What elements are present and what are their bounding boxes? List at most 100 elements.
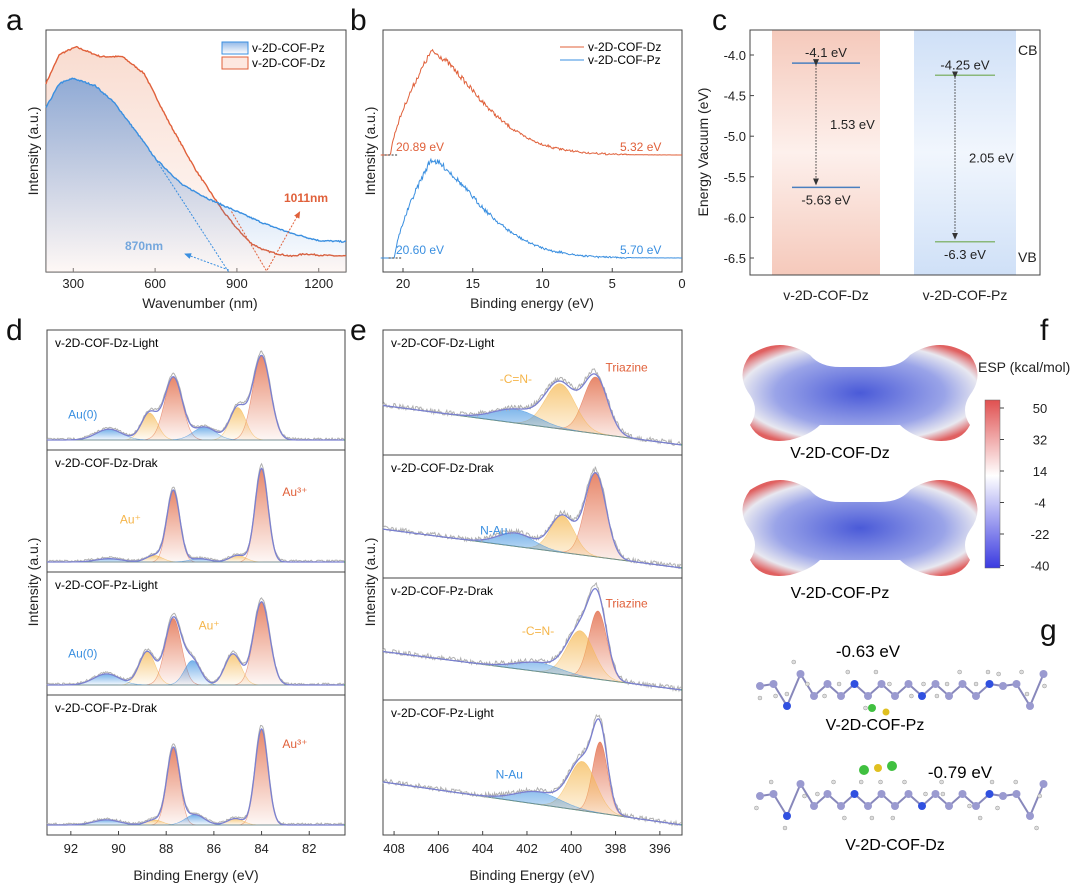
- gold-atom: [882, 708, 890, 716]
- raw-data: [46, 350, 345, 441]
- fit-envelope: [47, 354, 344, 441]
- x-tick-label: 88: [159, 841, 173, 856]
- panel-label-c: c: [712, 4, 727, 37]
- panel-b-xlabel: Binding energy (eV): [470, 295, 594, 311]
- spectrum-v-2D-COF-Dz: [380, 48, 682, 156]
- bond: [1029, 783, 1045, 817]
- atom: [783, 812, 791, 820]
- bond: [1015, 793, 1031, 817]
- atom: [931, 680, 940, 688]
- atom: [985, 790, 994, 798]
- atom: [1012, 790, 1021, 798]
- atom: [931, 790, 940, 798]
- gap-value: 1.53 eV: [830, 117, 875, 132]
- raw-data: [382, 713, 682, 827]
- hydrogen: [890, 815, 896, 821]
- hydrogen: [1024, 691, 1030, 697]
- panel-e-chart: Binding Energy (eV) Intensity (a.u.) 408…: [362, 329, 683, 883]
- panel-label-a: a: [6, 4, 23, 37]
- fit-envelope: [382, 472, 682, 569]
- fit-peak-red: [47, 490, 344, 563]
- atom: [999, 682, 1007, 690]
- cb-label: CB: [1018, 42, 1037, 58]
- hydrogen: [768, 779, 774, 785]
- atom: [1039, 670, 1048, 678]
- x-tick-label: 5: [609, 276, 616, 291]
- subplot-title: v-2D-COF-Pz-Light: [391, 706, 494, 720]
- subplot-title: v-2D-COF-Dz-Light: [391, 336, 495, 350]
- x-tick-label: 84: [254, 841, 268, 856]
- atom: [756, 682, 764, 690]
- atom: [945, 692, 953, 700]
- panel-label-g: g: [1040, 614, 1057, 647]
- hydrogen: [996, 671, 1001, 677]
- arrow-870: [184, 253, 229, 271]
- molecule-label-dz: V-2D-COF-Dz: [790, 445, 890, 462]
- subplot-title: v-2D-COF-Dz-Light: [55, 336, 159, 350]
- structure-label-pz: V-2D-COF-Pz: [826, 717, 925, 734]
- peak-label: -C=N-: [500, 372, 532, 386]
- legend-swatch-pz: [221, 41, 249, 55]
- atom: [850, 790, 859, 798]
- legend-label-pz: v-2D-COF-Pz: [588, 53, 661, 67]
- hydrogen: [815, 791, 820, 797]
- atom: [837, 692, 845, 700]
- dz-onset-label: 20.89 eV: [396, 140, 444, 154]
- annotation-1011nm: 1011nm: [284, 191, 328, 205]
- y-tick-label: -6.0: [724, 210, 746, 225]
- peak-label: Au³⁺: [282, 737, 307, 751]
- gap-value: 2.05 eV: [969, 151, 1014, 166]
- hydrogen: [805, 681, 810, 687]
- chlorine-atom: [887, 761, 897, 771]
- x-tick-label: 86: [207, 841, 221, 856]
- colorbar-title: ESP (kcal/mol): [978, 359, 1070, 375]
- hydrogen: [940, 791, 946, 797]
- y-tick-label: -5.5: [724, 170, 746, 185]
- hydrogen: [1034, 825, 1039, 831]
- panel-d-xlabel: Binding Energy (eV): [133, 867, 258, 883]
- peak-label: Triazine: [606, 597, 649, 611]
- fit-peak-orange: [382, 383, 682, 446]
- chlorine-atom: [859, 765, 869, 775]
- molecule-label-pz: V-2D-COF-Pz: [791, 585, 890, 602]
- x-tick-label: 398: [605, 841, 627, 856]
- atom: [877, 790, 886, 798]
- atom: [796, 780, 805, 788]
- atom: [769, 680, 778, 688]
- atom: [837, 802, 845, 810]
- category-pz: v-2D-COF-Pz: [923, 287, 1008, 303]
- atom: [985, 680, 994, 688]
- hydrogen: [863, 705, 868, 711]
- vb-value: -5.63 eV: [801, 192, 850, 207]
- peak-label: N-Au: [480, 524, 507, 538]
- colorbar-tick-label: 32: [1033, 433, 1047, 448]
- y-tick-label: -5.0: [724, 129, 746, 144]
- x-tick-label: 396: [649, 841, 671, 856]
- x-tick-label: 404: [472, 841, 494, 856]
- atom: [918, 692, 926, 700]
- colorbar-tick-label: -4: [1034, 496, 1046, 511]
- panel-label-f: f: [1040, 314, 1049, 347]
- hydrogen: [985, 669, 991, 675]
- colorbar: [984, 399, 1001, 569]
- y-tick-label: -4.5: [724, 89, 746, 104]
- hydrogen: [873, 669, 879, 675]
- tangent-dz: [231, 211, 268, 273]
- atom: [1012, 680, 1021, 688]
- atom: [783, 702, 791, 710]
- x-tick-label: 15: [466, 276, 480, 291]
- fit-envelope: [47, 600, 344, 686]
- energy-dz: -0.79 eV: [928, 763, 993, 782]
- panel-a-chart: Wavenumber (nm) Intensity (a.u.) v-2D-CO…: [25, 29, 347, 311]
- fit-peak-red: [382, 610, 682, 691]
- panel-d-ylabel: Intensity (a.u.): [25, 538, 41, 627]
- x-tick-label: 10: [535, 276, 549, 291]
- hydrogen: [977, 815, 983, 821]
- panel-label-b: b: [350, 4, 367, 37]
- peak-label: Au(0): [68, 646, 97, 660]
- esp-molecule-dz: [742, 345, 978, 441]
- vb-label: VB: [1018, 249, 1037, 265]
- hydrogen: [1042, 683, 1047, 689]
- hydrogen: [902, 779, 907, 785]
- arrow-1011: [266, 211, 301, 271]
